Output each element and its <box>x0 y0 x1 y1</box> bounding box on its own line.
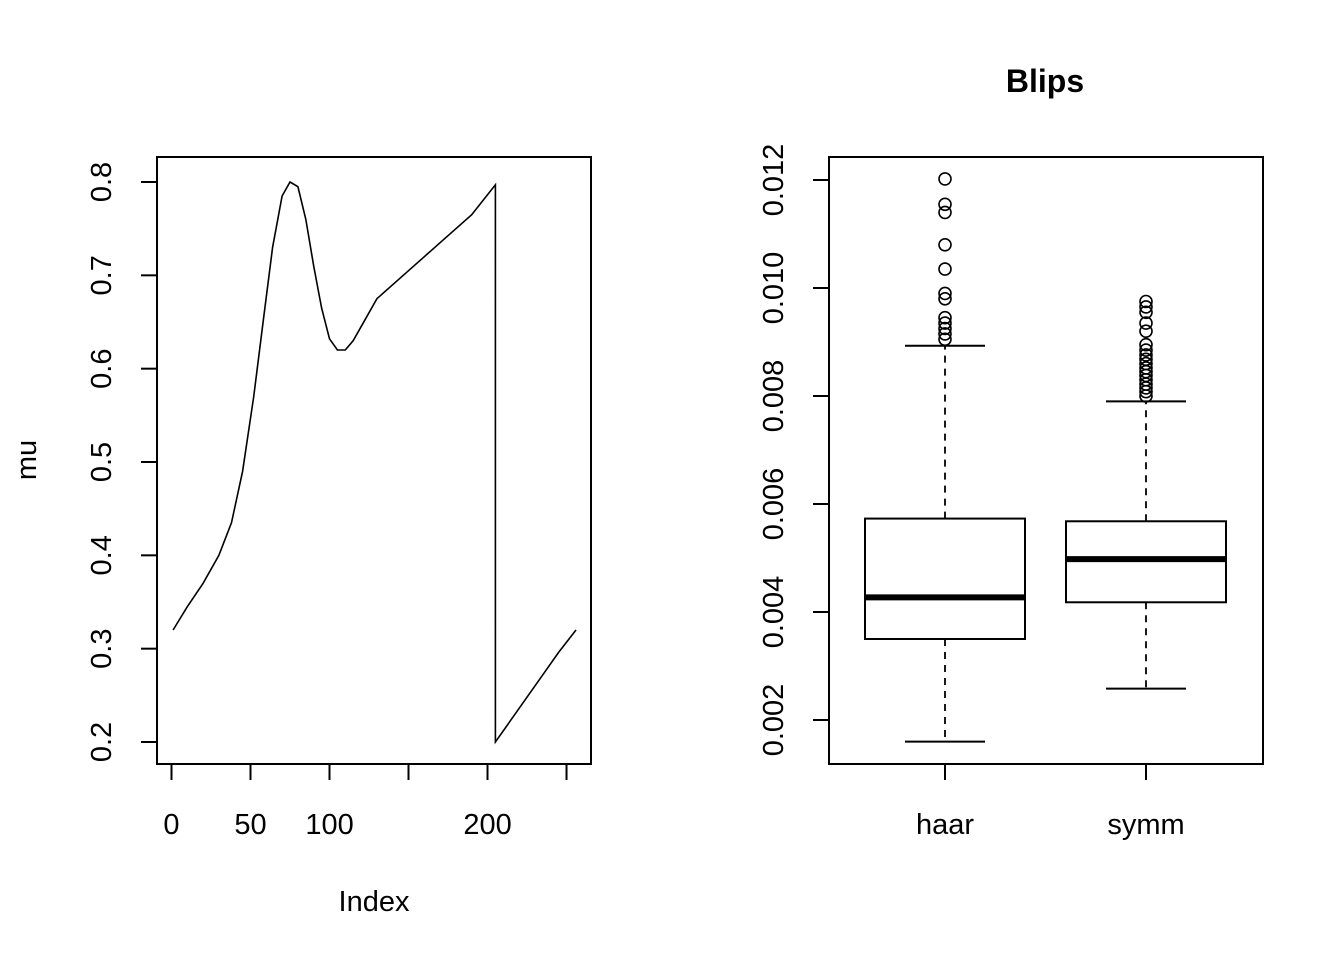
y-tick-label: 0.002 <box>758 684 790 757</box>
box-haar: haar <box>864 172 1026 841</box>
outlier-point <box>1139 294 1153 309</box>
outlier-point <box>938 332 952 347</box>
outlier-point <box>938 172 952 186</box>
y-tick-label: 0.3 <box>86 629 118 669</box>
outlier-point <box>1139 361 1153 375</box>
iqr-box <box>864 517 1026 641</box>
plot-frame <box>828 156 1264 765</box>
box-symm: symm <box>1065 294 1227 841</box>
y-axis-label: mu <box>11 440 43 480</box>
outlier-point <box>1139 316 1153 330</box>
outlier-point <box>1139 324 1153 339</box>
outlier-point <box>938 327 952 341</box>
x-tick-label: 50 <box>234 809 266 841</box>
y-tick-label: 0.004 <box>758 576 790 649</box>
y-tick-label: 0.2 <box>86 722 118 762</box>
x-tick-label: haar <box>916 809 974 841</box>
outlier-point <box>938 310 952 325</box>
y-tick-label: 0.8 <box>86 162 118 202</box>
outlier-point <box>938 238 952 252</box>
outlier-point <box>1139 300 1153 314</box>
line-chart-axes: 0 50 100 200 0.2 0.3 0.4 0.5 0.6 0.7 0.8 <box>86 162 568 841</box>
outlier-point <box>1139 337 1153 352</box>
box-plot-axes: 0.002 0.004 0.006 0.008 0.010 0.012 <box>758 144 830 757</box>
y-tick-label: 0.008 <box>758 360 790 433</box>
outlier-point <box>938 321 952 336</box>
boxes: haar symm <box>864 172 1227 841</box>
y-tick-label: 0.010 <box>758 252 790 325</box>
outlier-point <box>1139 305 1153 320</box>
outlier-point <box>938 205 952 220</box>
y-tick-label: 0.4 <box>86 535 118 575</box>
outlier-point <box>938 316 952 330</box>
y-tick-label: 0.5 <box>86 442 118 482</box>
mu-line <box>172 180 577 745</box>
x-tick-label: 100 <box>305 809 353 841</box>
y-tick-label: 0.7 <box>86 255 118 295</box>
outlier-point <box>938 286 952 301</box>
x-tick-label: 0 <box>163 809 179 841</box>
outlier-point <box>938 262 952 276</box>
plot-frame <box>156 156 592 765</box>
line-chart-panel: 0 50 100 200 0.2 0.3 0.4 0.5 0.6 0.7 0.8 Index mu <box>11 156 592 918</box>
x-axis-label: Index <box>339 886 410 918</box>
outlier-point <box>1139 356 1153 371</box>
outlier-point <box>938 197 952 212</box>
outlier-point <box>938 291 952 306</box>
outlier-point <box>1139 352 1153 367</box>
y-tick-label: 0.6 <box>86 349 118 389</box>
y-tick-label: 0.006 <box>758 468 790 541</box>
y-tick-label: 0.012 <box>758 144 790 217</box>
x-tick-label: 200 <box>463 809 511 841</box>
outlier-point <box>1139 343 1153 357</box>
x-tick-label: symm <box>1107 809 1184 841</box>
box-plot-title: Blips <box>1006 63 1084 99</box>
box-plot-panel: Blips 0.002 0.004 0.006 0.008 0.010 0.012 haa… <box>758 63 1264 841</box>
outlier-point <box>1139 348 1153 362</box>
